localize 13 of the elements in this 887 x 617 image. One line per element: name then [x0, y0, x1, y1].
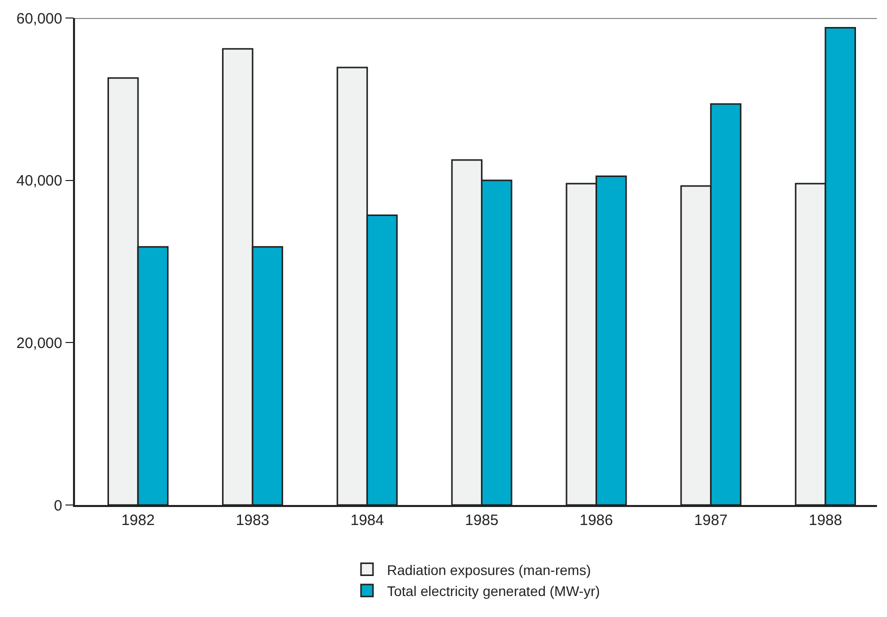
x-tick-label: 1985	[465, 512, 498, 529]
x-tick-label: 1987	[694, 512, 728, 529]
x-tick-label: 1988	[808, 512, 842, 529]
x-tick-label: 1983	[236, 512, 270, 529]
legend-label: Radiation exposures (man-rems)	[387, 562, 591, 578]
y-tick-label: 20,000	[16, 334, 62, 352]
y-tick-label: 40,000	[16, 172, 62, 190]
y-tick-label: 0	[54, 497, 62, 514]
x-tick-label: 1982	[121, 512, 155, 529]
legend-label: Total electricity generated (MW-yr)	[387, 582, 600, 599]
x-tick-label: 1984	[350, 512, 384, 529]
y-tick-label: 60,000	[16, 10, 62, 28]
x-tick-label: 1986	[580, 512, 613, 529]
